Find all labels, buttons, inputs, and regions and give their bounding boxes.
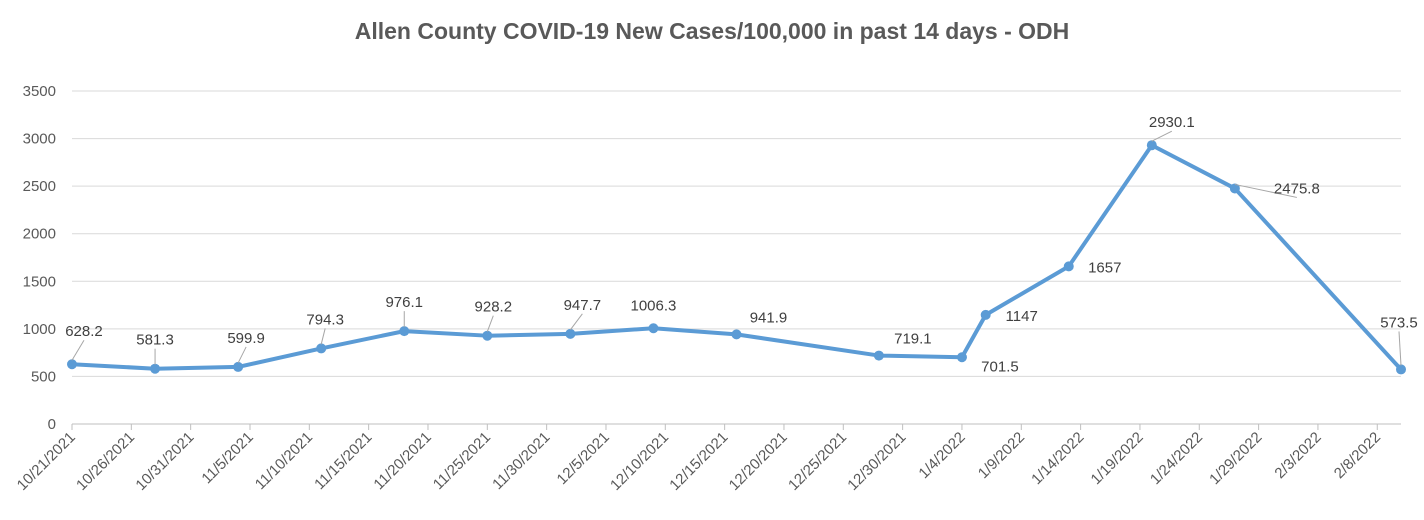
data-label: 976.1 <box>385 294 423 311</box>
x-tick-label: 10/26/2021 <box>73 429 138 494</box>
x-tick-label: 1/29/2022 <box>1206 429 1265 488</box>
data-point <box>233 361 244 372</box>
label-leader <box>237 346 247 364</box>
x-tick-label: 12/15/2021 <box>666 429 731 494</box>
x-tick-label: 1/9/2022 <box>975 429 1028 482</box>
chart-title: Allen County COVID-19 New Cases/100,000 … <box>354 18 1070 44</box>
series-line <box>70 143 1403 372</box>
label-leader <box>71 339 85 361</box>
data-label: 947.7 <box>564 297 602 314</box>
data-label: 1006.3 <box>630 297 676 314</box>
x-tick-label: 1/19/2022 <box>1088 429 1147 488</box>
x-tick-label: 12/20/2021 <box>726 429 791 494</box>
x-tick-label: 11/25/2021 <box>430 429 494 493</box>
data-point <box>67 359 77 370</box>
data-point <box>1229 183 1240 194</box>
data-point <box>731 329 742 340</box>
x-tick-label: 10/31/2021 <box>132 429 197 494</box>
data-point <box>399 326 410 337</box>
data-label: 599.9 <box>227 330 265 347</box>
data-point <box>648 323 659 334</box>
y-tick-label: 500 <box>31 368 56 385</box>
x-tick-label: 2/3/2022 <box>1271 429 1324 482</box>
data-point <box>980 309 991 320</box>
data-point <box>1396 364 1406 375</box>
data-label: 2475.8 <box>1274 180 1320 197</box>
data-point <box>873 350 884 361</box>
x-tick-label: 10/21/2021 <box>14 429 79 494</box>
y-tick-label: 3500 <box>23 83 56 100</box>
x-tick-label: 12/5/2021 <box>554 429 613 488</box>
data-point <box>316 343 327 354</box>
x-tick-label: 12/10/2021 <box>607 429 672 494</box>
y-tick-label: 0 <box>48 416 56 433</box>
data-point <box>1063 261 1074 272</box>
data-label: 701.5 <box>981 358 1019 375</box>
data-label: 581.3 <box>136 332 174 349</box>
y-tick-label: 3000 <box>23 131 56 148</box>
x-tick-label: 2/8/2022 <box>1331 429 1384 482</box>
data-point <box>482 330 493 341</box>
x-tick-label: 11/20/2021 <box>370 429 434 493</box>
x-tick-label: 11/30/2021 <box>489 429 553 493</box>
x-tick-label: 1/4/2022 <box>915 429 968 482</box>
label-leader <box>320 328 326 345</box>
y-tick-label: 1500 <box>23 273 56 290</box>
data-point <box>1146 140 1157 151</box>
x-tick-label: 12/25/2021 <box>785 429 850 494</box>
x-tick-label: 11/15/2021 <box>311 429 375 493</box>
data-label: 1657 <box>1088 259 1121 276</box>
x-tick-label: 11/5/2021 <box>198 429 256 487</box>
label-leader <box>569 313 583 331</box>
data-point <box>565 328 576 339</box>
label-leader <box>1151 130 1173 142</box>
data-label: 573.5 <box>1380 314 1418 331</box>
data-label: 928.2 <box>475 299 513 316</box>
x-tick-label: 12/30/2021 <box>844 429 909 494</box>
label-leader <box>1234 183 1297 198</box>
x-tick-label: 1/14/2022 <box>1028 429 1087 488</box>
y-tick-label: 1000 <box>23 321 56 338</box>
y-tick-label: 2000 <box>23 226 56 243</box>
data-label: 941.9 <box>750 309 788 326</box>
data-point <box>956 352 967 363</box>
x-tick-label: 11/10/2021 <box>252 429 316 493</box>
data-label: 794.3 <box>306 311 344 328</box>
y-tick-label: 2500 <box>23 178 56 195</box>
label-leader <box>486 315 494 332</box>
data-label: 628.2 <box>65 323 103 340</box>
data-label: 1147 <box>1006 308 1038 325</box>
label-leader <box>1398 331 1402 366</box>
x-tick-label: 1/24/2022 <box>1147 429 1206 488</box>
data-label: 2930.1 <box>1149 114 1195 131</box>
data-label: 719.1 <box>894 331 932 348</box>
data-point <box>150 363 161 374</box>
